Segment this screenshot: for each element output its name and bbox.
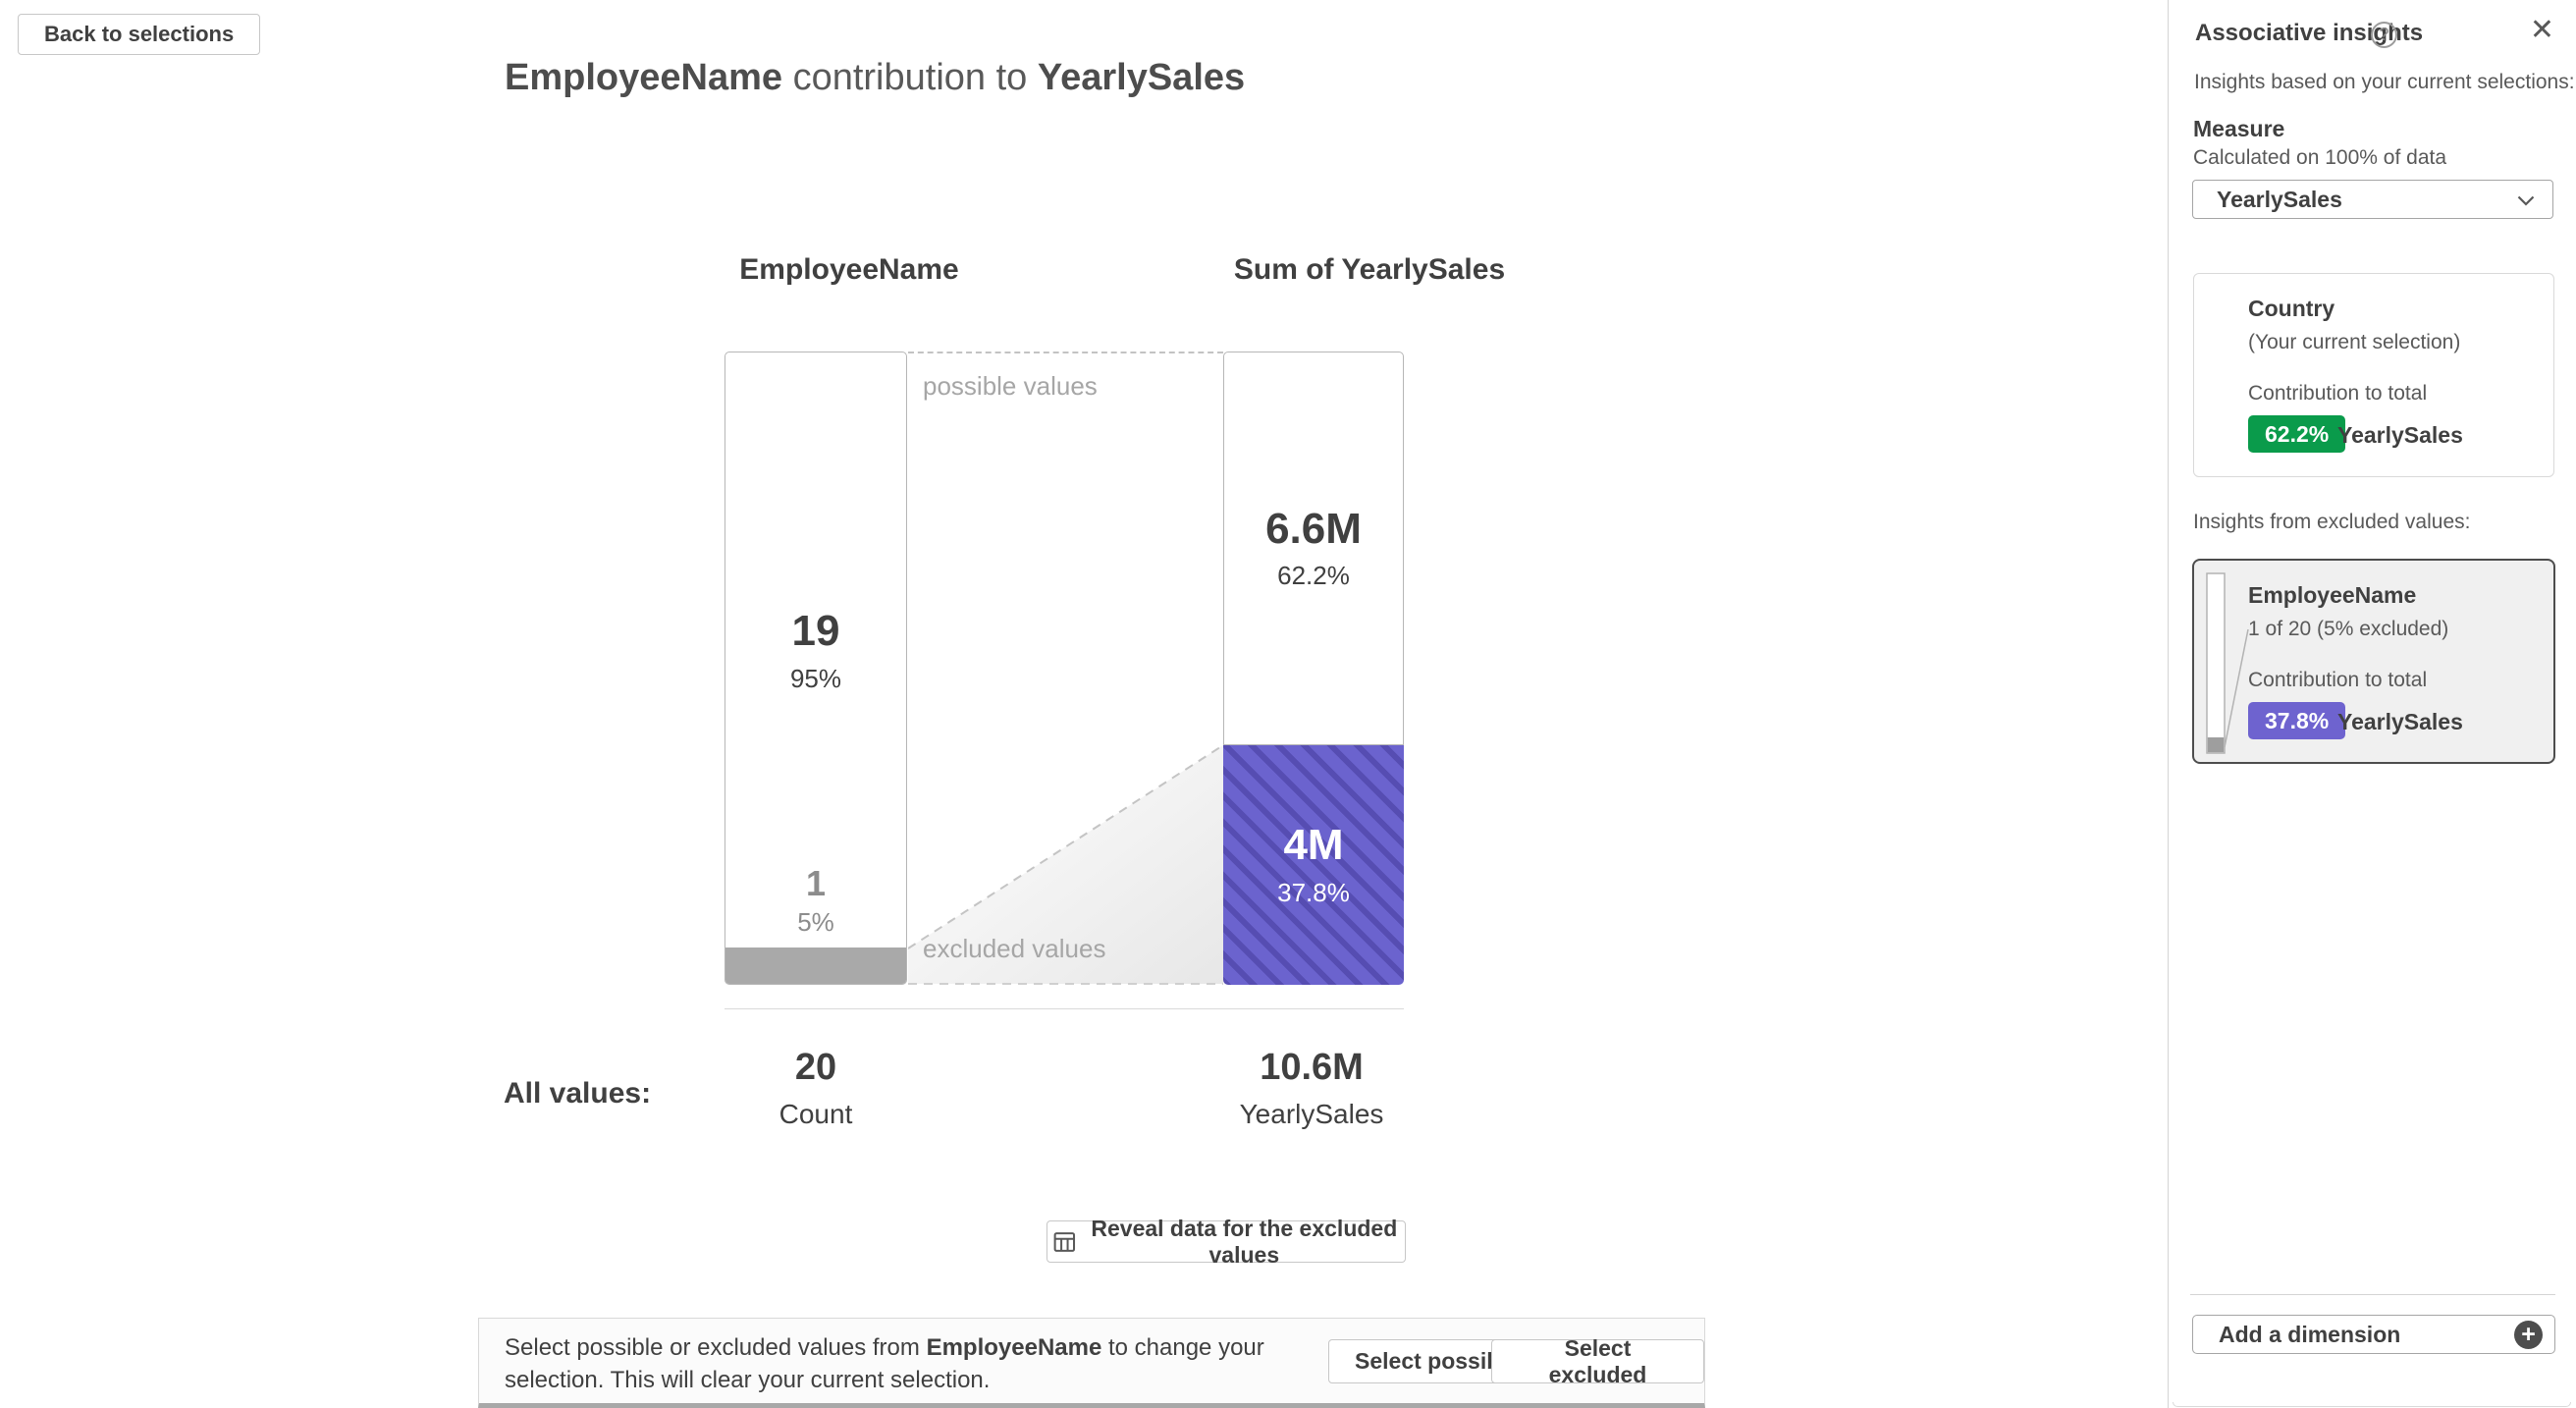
back-to-selections-button[interactable]: Back to selections	[18, 14, 261, 55]
chart-separator	[724, 1008, 1404, 1009]
all-count-value: 20	[794, 1047, 837, 1088]
chevron-down-icon	[2517, 195, 2535, 206]
excluded-values-label: excluded values	[923, 934, 1106, 963]
reveal-button-label: Reveal data for the excluded values	[1091, 1215, 1398, 1268]
all-values-count: 20 Count	[700, 1047, 932, 1130]
measure-column-header: Sum of YearlySales	[1233, 253, 1506, 286]
excluded-insight-card[interactable]: EmployeeName 1 of 20 (5% excluded) Contr…	[2192, 559, 2555, 764]
measure-dropdown-value: YearlySales	[2217, 186, 2342, 212]
current-card-title: Country	[2248, 296, 2335, 321]
plus-icon: +	[2514, 1321, 2543, 1349]
page-title-measure: YearlySales	[1037, 57, 1246, 98]
excluded-card-measure: YearlySales	[2337, 709, 2463, 734]
selection-instruction-panel: Select possible or excluded values from …	[478, 1318, 1705, 1408]
instruction-pre: Select possible or excluded values from	[505, 1334, 927, 1361]
dimension-possible-value: 19	[791, 607, 840, 656]
instruction-field-name: EmployeeName	[926, 1334, 1102, 1361]
possible-values-label: possible values	[923, 371, 1098, 401]
excluded-insights-section-label: Insights from excluded values:	[2193, 511, 2471, 533]
measure-bar: 6.6M 62.2% 4M 37.8%	[1223, 352, 1404, 985]
current-selection-card[interactable]: Country (Your current selection) Contrib…	[2193, 273, 2554, 477]
dimension-excluded-pct: 5%	[797, 907, 834, 937]
panel-subtitle: Insights based on your current selection…	[2194, 71, 2575, 93]
possible-zone-top-dashed-line	[908, 352, 1223, 353]
all-measure-label: YearlySales	[1239, 1099, 1384, 1129]
associative-insights-panel: Associative insights ? ✕ Insights based …	[2168, 0, 2576, 1408]
dimension-excluded-segment	[725, 948, 906, 984]
measure-possible-segment: 6.6M 62.2%	[1223, 352, 1404, 745]
measure-dropdown[interactable]: YearlySales	[2192, 180, 2553, 219]
close-icon[interactable]: ✕	[2530, 16, 2554, 45]
measure-section-label: Measure	[2193, 116, 2285, 141]
selection-instruction-text: Select possible or excluded values from …	[505, 1331, 1290, 1396]
current-card-contribution-badge: 62.2%	[2248, 415, 2346, 453]
panel-divider	[2190, 1294, 2555, 1295]
measure-calculation-note: Calculated on 100% of data	[2193, 146, 2447, 169]
current-card-measure: YearlySales	[2337, 422, 2463, 448]
all-count-label: Count	[778, 1099, 853, 1129]
dimension-bar: 19 95% 1 5%	[724, 352, 907, 985]
measure-excluded-pct: 37.8%	[1277, 877, 1350, 907]
excluded-funnel-shape	[908, 745, 1223, 985]
dimension-possible-segment: 19 95%	[725, 352, 906, 949]
add-dimension-button[interactable]: Add a dimension +	[2192, 1315, 2555, 1354]
measure-excluded-segment: 4M 37.8%	[1223, 745, 1404, 985]
measure-excluded-value: 4M	[1283, 821, 1344, 870]
help-glyph: ?	[2379, 25, 2389, 44]
dimension-column-header: EmployeeName	[739, 253, 959, 286]
all-measure-value: 10.6M	[1260, 1047, 1364, 1088]
current-card-contribution-label: Contribution to total	[2248, 382, 2428, 405]
add-dimension-label: Add a dimension	[2219, 1321, 2401, 1347]
instruction-post: to change your selection. This will clea…	[505, 1334, 1264, 1393]
table-icon	[1053, 1231, 1076, 1252]
select-excluded-button[interactable]: Select excluded	[1491, 1335, 1704, 1387]
plus-glyph: +	[2521, 1321, 2536, 1348]
dimension-excluded-labels: 1 5%	[725, 865, 906, 938]
current-card-subtitle: (Your current selection)	[2248, 331, 2461, 353]
excluded-card-title: EmployeeName	[2248, 582, 2417, 608]
dimension-excluded-value: 1	[805, 863, 827, 904]
excluded-card-subtitle: 1 of 20 (5% excluded)	[2248, 618, 2449, 640]
mini-bar-thumbnail	[2206, 572, 2249, 754]
excluded-card-contribution-label: Contribution to total	[2248, 669, 2428, 691]
all-values-label: All values:	[504, 1077, 652, 1110]
page-title: EmployeeName contribution to YearlySales	[505, 57, 1245, 99]
dimension-possible-pct: 95%	[789, 663, 842, 693]
measure-possible-value: 6.6M	[1265, 504, 1362, 553]
help-icon[interactable]: ?	[2371, 22, 2397, 48]
measure-possible-pct: 62.2%	[1277, 561, 1350, 591]
panel-bottom-edge	[2173, 1402, 2571, 1407]
all-values-measure: 10.6M YearlySales	[1196, 1047, 1427, 1130]
close-glyph: ✕	[2529, 14, 2554, 46]
reveal-excluded-data-button[interactable]: Reveal data for the excluded values	[1046, 1216, 1406, 1268]
page-title-middle: contribution to	[782, 57, 1038, 98]
page-title-dimension: EmployeeName	[505, 57, 783, 98]
excluded-card-contribution-badge: 37.8%	[2248, 702, 2346, 739]
